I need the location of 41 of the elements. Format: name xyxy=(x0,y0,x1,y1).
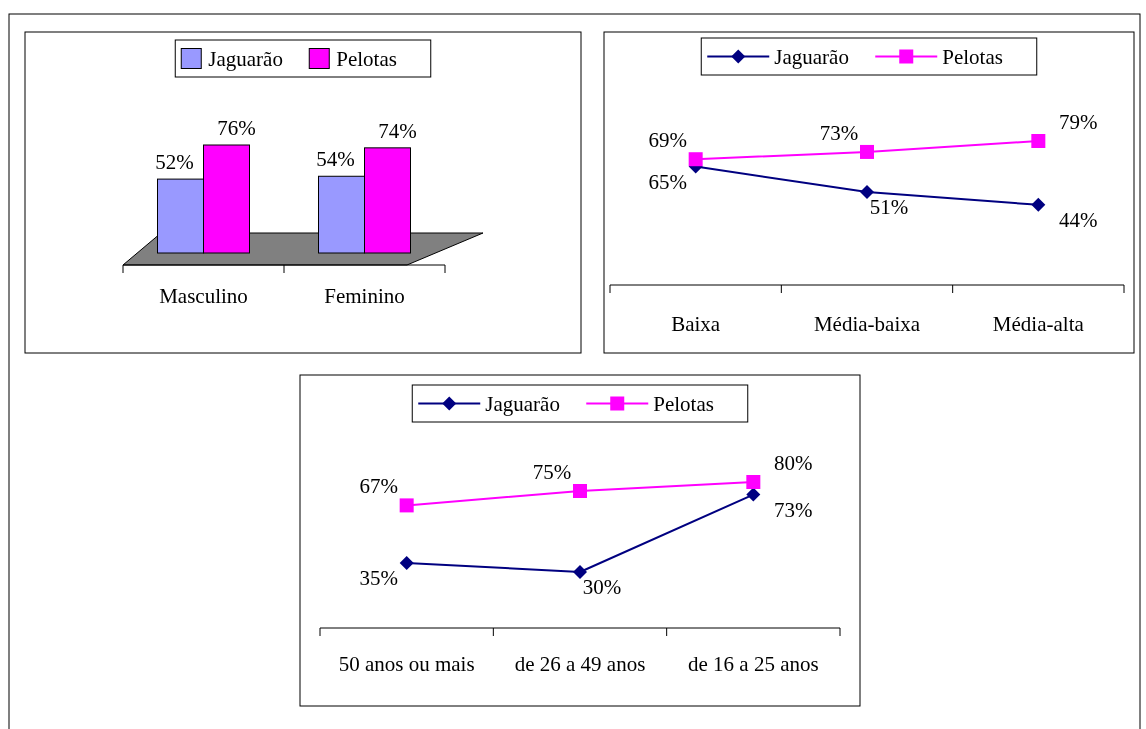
point xyxy=(399,498,414,513)
x-tick-label: Feminino xyxy=(324,284,405,308)
point xyxy=(688,152,703,167)
x-tick-label: Masculino xyxy=(159,284,248,308)
x-tick-label: de 26 a 49 anos xyxy=(514,652,646,676)
data-label: 30% xyxy=(582,575,622,599)
data-label: 80% xyxy=(774,451,813,475)
x-tick-label: 50 anos ou mais xyxy=(338,652,475,676)
data-label: 65% xyxy=(648,169,687,194)
data-label: 67% xyxy=(359,474,398,499)
data-label: 76% xyxy=(217,116,256,140)
point xyxy=(399,556,414,570)
legend-label: Pelotas xyxy=(942,44,1003,69)
point xyxy=(573,565,587,579)
legend-label: Jaguarão xyxy=(485,391,560,416)
point xyxy=(860,185,874,200)
x-tick-label: Baixa xyxy=(671,312,721,336)
point xyxy=(1031,197,1046,212)
data-label: 74% xyxy=(378,118,417,143)
point xyxy=(573,484,587,498)
data-label: 44% xyxy=(1059,207,1098,232)
legend-label: Jaguarão xyxy=(774,44,849,69)
legend-label: Pelotas xyxy=(336,46,397,71)
point xyxy=(1031,134,1046,148)
data-label: 52% xyxy=(155,150,194,175)
x-tick-label: Média-alta xyxy=(992,312,1085,336)
data-label: 75% xyxy=(532,460,572,484)
data-label: 73% xyxy=(774,497,813,522)
data-label: 79% xyxy=(1059,110,1098,134)
x-tick-label: Média-baixa xyxy=(813,312,921,336)
data-label: 69% xyxy=(648,128,687,153)
data-label: 54% xyxy=(316,147,355,172)
legend-label: Jaguarão xyxy=(208,46,283,71)
data-label: 73% xyxy=(819,120,859,145)
x-tick-label: de 16 a 25 anos xyxy=(688,652,819,676)
legend-label: Pelotas xyxy=(653,391,714,416)
data-label: 35% xyxy=(359,566,398,590)
point xyxy=(746,475,761,489)
data-label: 51% xyxy=(869,195,909,220)
point xyxy=(860,144,874,159)
point xyxy=(746,487,761,502)
